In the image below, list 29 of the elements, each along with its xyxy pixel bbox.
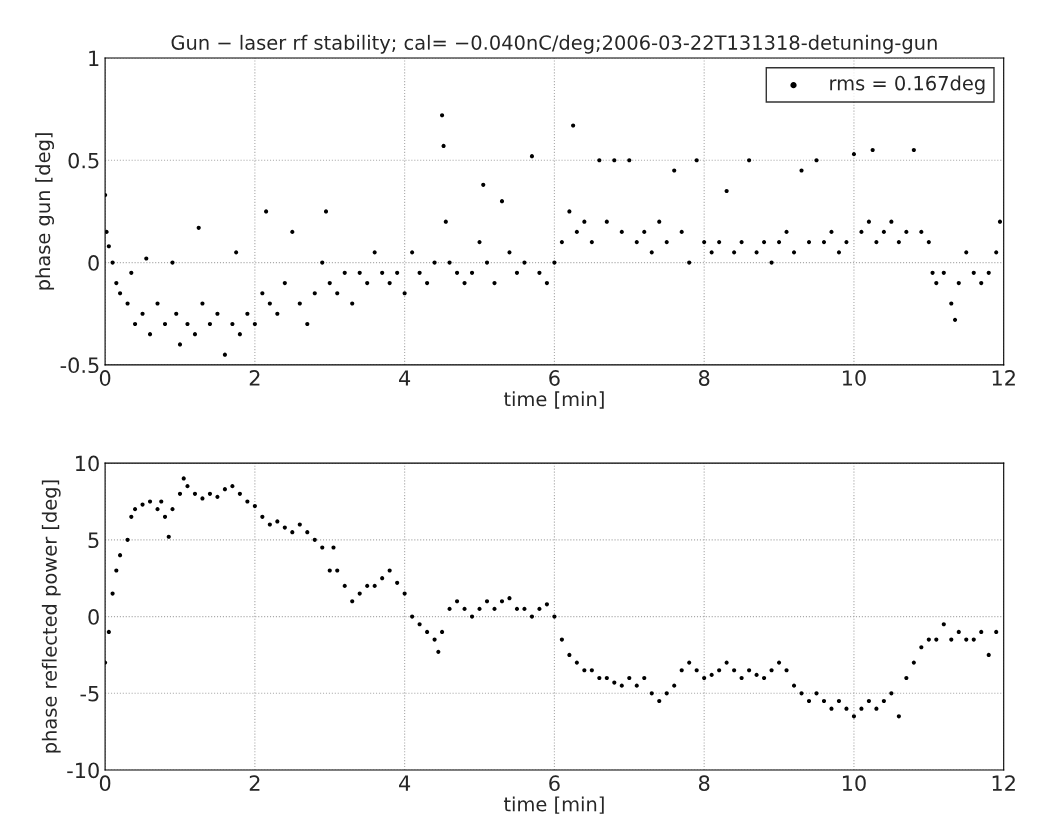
x-tick-label: 8 [698,775,710,792]
y-tick-label: 5 [88,532,99,549]
y-tick-label: 10 [76,455,99,472]
x-tick-label: 2 [249,775,260,791]
x-axis-title: time [min] [503,796,604,814]
x-tick-label: 0 [99,370,111,386]
x-tick-label: 8 [698,370,710,386]
y-axis-title: phase reflected power [deg] [41,480,61,753]
x-tick-label: 12 [992,370,1015,386]
x-tick-label: 10 [842,370,866,386]
y-tick-label: -0.5 [60,357,99,374]
y-tick-label: 1 [89,50,99,66]
x-tick-label: 6 [549,370,560,386]
y-tick-label: 0.5 [68,152,99,169]
legend-label: rms = 0.167deg [830,75,985,95]
y-tick-label: 0 [88,609,99,625]
x-tick-label: 4 [399,370,411,386]
y-tick-label: -10 [67,762,99,779]
x-tick-label: 4 [399,775,411,791]
y-axis-title: phase gun [deg] [35,133,55,290]
x-axis-title: time [min] [503,391,604,409]
x-tick-label: 2 [249,370,260,386]
x-tick-label: 0 [99,775,111,792]
x-tick-label: 10 [842,775,866,792]
y-tick-label: -5 [80,686,99,702]
x-tick-label: 6 [549,775,560,792]
y-tick-label: 0 [88,255,99,271]
x-tick-label: 12 [992,775,1015,791]
chart-title: Gun − laser rf stability; cal= −0.040nC/deg;2006-03-22T131318-detuning-gun [171,34,937,54]
